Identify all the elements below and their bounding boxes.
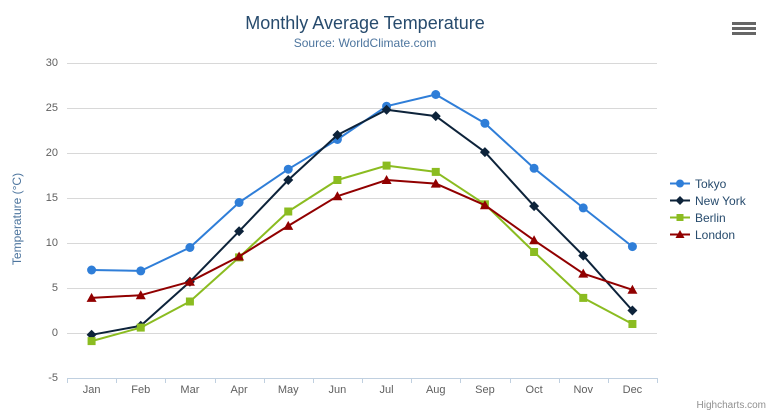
x-axis-label: Mar	[180, 384, 200, 396]
square-marker	[628, 320, 637, 328]
diamond-marker	[529, 201, 540, 212]
legend-item-new-york[interactable]: New York	[670, 192, 746, 209]
legend-item-berlin[interactable]: Berlin	[670, 209, 746, 226]
square-marker	[87, 337, 96, 346]
series-london	[86, 175, 638, 302]
y-axis-label: 25	[45, 102, 58, 114]
series-tokyo	[87, 90, 637, 276]
triangle-marker	[332, 191, 343, 201]
x-axis-label: Nov	[573, 384, 594, 396]
circle-marker	[529, 163, 539, 173]
triangle-marker	[627, 284, 638, 294]
diamond-marker	[234, 226, 245, 237]
context-menu-button[interactable]	[730, 19, 758, 39]
circle-marker	[87, 265, 97, 275]
x-axis-label: Feb	[131, 384, 151, 396]
x-axis-label: Jun	[328, 384, 347, 396]
chart-subtitle: Source: WorldClimate.com	[293, 36, 437, 50]
triangle-marker	[430, 178, 441, 188]
y-axis-label: 15	[45, 192, 58, 204]
circle-marker	[480, 118, 490, 128]
legend-label: Berlin	[695, 210, 726, 225]
x-axis-label: May	[277, 384, 299, 396]
circle-marker	[676, 179, 684, 188]
highcharts-credits-link[interactable]: Highcharts.com	[696, 400, 766, 411]
series-line-berlin	[90, 164, 634, 343]
circle-marker	[234, 198, 244, 207]
square-marker	[284, 207, 293, 216]
triangle-marker	[86, 292, 97, 302]
diamond-marker	[675, 196, 685, 205]
x-axis-label: Apr	[230, 384, 248, 396]
y-axis-label: -5	[48, 372, 58, 384]
circle-marker	[283, 164, 293, 174]
legend-label: New York	[695, 193, 746, 208]
legend: Tokyo New York Berlin London	[670, 175, 746, 243]
circle-marker	[627, 242, 637, 252]
legend-item-london[interactable]: London	[670, 226, 746, 243]
series-line-london	[90, 179, 634, 299]
x-axis-label: Oct	[525, 384, 543, 396]
y-axis-label: 30	[45, 57, 58, 69]
hamburger-icon	[732, 21, 756, 35]
triangle-marker	[234, 251, 245, 261]
legend-label: London	[695, 227, 736, 242]
series-line-new-york	[90, 108, 634, 336]
square-marker	[333, 176, 342, 184]
diamond-marker	[381, 104, 392, 115]
diamond-marker	[627, 305, 638, 316]
x-axis-label: Jul	[379, 384, 394, 396]
triangle-legend-icon	[670, 230, 690, 238]
series-line-tokyo	[90, 93, 634, 272]
triangle-marker	[529, 235, 540, 245]
circle-marker	[136, 266, 146, 276]
legend-label: Tokyo	[695, 176, 727, 191]
series-new-york	[86, 104, 638, 340]
square-marker	[185, 297, 194, 306]
triangle-marker	[675, 230, 685, 238]
diamond-marker	[332, 130, 343, 140]
diamond-marker	[283, 175, 294, 185]
y-axis-label: 0	[51, 327, 58, 339]
y-axis-label: 20	[45, 147, 58, 159]
circle-marker	[431, 90, 441, 99]
triangle-marker	[135, 290, 146, 300]
square-marker	[530, 248, 539, 256]
x-axis-label: Dec	[622, 384, 643, 396]
triangle-marker	[283, 220, 294, 230]
square-marker	[136, 323, 145, 332]
triangle-marker	[578, 268, 589, 278]
square-marker	[676, 214, 684, 221]
circle-marker	[185, 243, 195, 252]
chart-title: Monthly Average Temperature	[245, 13, 485, 33]
square-marker	[579, 293, 588, 302]
triangle-marker	[479, 200, 490, 210]
diamond-marker	[479, 147, 490, 158]
square-marker	[431, 167, 440, 176]
diamond-legend-icon	[670, 196, 690, 205]
square-marker	[382, 161, 391, 170]
circle-marker	[578, 203, 588, 213]
y-axis-label: 10	[45, 237, 58, 249]
legend-item-tokyo[interactable]: Tokyo	[670, 175, 746, 192]
triangle-marker	[381, 175, 392, 184]
diamond-marker	[430, 111, 441, 122]
circle-legend-icon	[670, 179, 690, 188]
y-axis-label: 5	[51, 282, 58, 294]
triangle-marker	[184, 276, 195, 286]
x-axis-label: Aug	[425, 384, 446, 396]
x-axis-label: Sep	[475, 384, 495, 396]
diamond-marker	[578, 250, 589, 261]
x-axis-label: Jan	[82, 384, 101, 396]
square-legend-icon	[670, 214, 690, 221]
